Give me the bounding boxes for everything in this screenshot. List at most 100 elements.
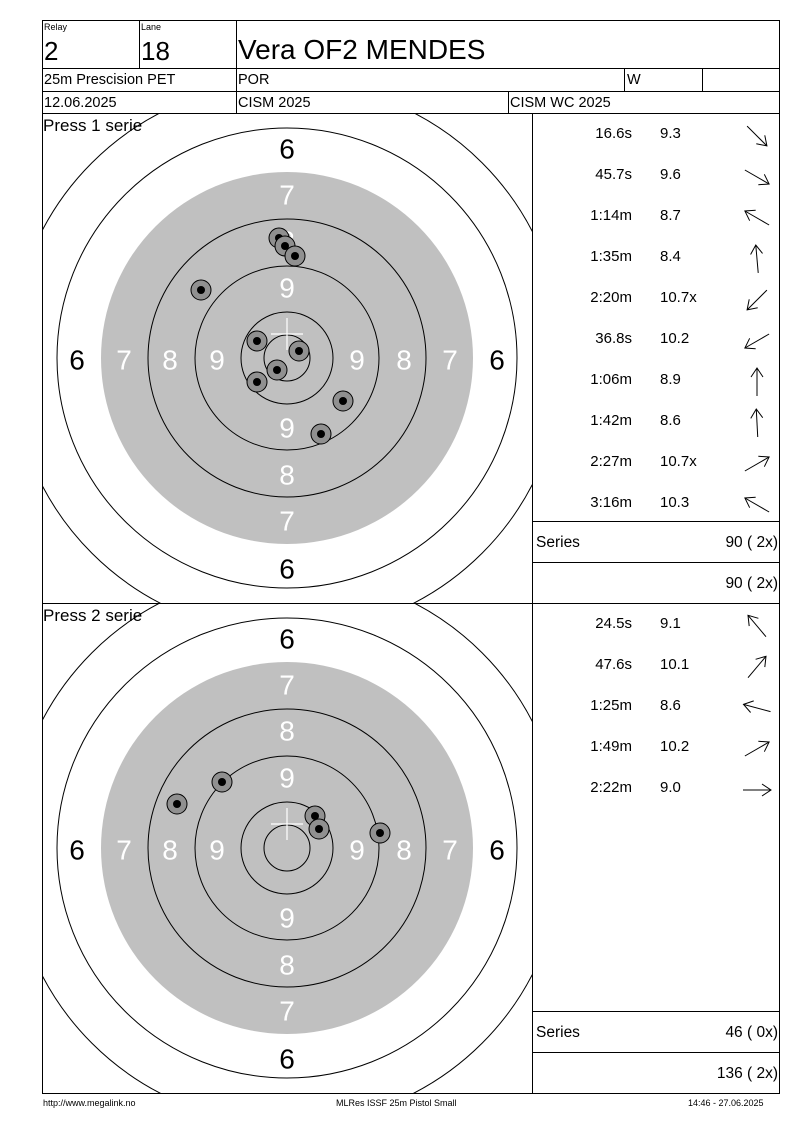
shot-score: 8.6 [660,412,681,429]
arrow-down-left-icon [744,333,770,350]
footer-url[interactable]: http://www.megalink.no [43,1098,136,1108]
ring-label-7-right: 7 [442,835,458,866]
shot-mark-1[interactable] [166,793,188,815]
ring-label-8-left: 8 [162,835,178,866]
ring-label-7-top: 7 [279,670,295,701]
championship: CISM WC 2025 [510,95,611,111]
shot-time: 24.5s [595,615,632,632]
series-2-total: 46 ( 0x) [725,1024,778,1041]
series-1-title: Press 1 serie [43,116,143,135]
shot-mark-6[interactable] [288,340,310,362]
ring-label-right: 6 [489,345,505,376]
shot-mark-3[interactable] [284,245,306,267]
arrow-up-left-icon [744,209,770,226]
ring-label-9-bottom: 9 [279,413,295,444]
shot-mark-10[interactable] [310,423,332,445]
arrow-up-left-icon [744,496,770,513]
shot-score: 10.7x [660,453,697,470]
arrow-up-left-icon [747,614,767,638]
ring-label-9-right: 9 [349,835,365,866]
center-cross-icon [271,808,303,840]
shot-time: 2:22m [590,779,632,796]
gender: W [627,72,641,88]
shot-row: 1:35m 8.4 [534,244,780,289]
arrow-up-right-icon [744,455,770,472]
arrow-up-right-icon [744,740,770,757]
shot-score: 8.6 [660,697,681,714]
ring-label-bottom: 6 [279,1044,295,1075]
ring-label-7-left: 7 [116,345,132,376]
shot-score: 9.0 [660,779,681,796]
shot-score: 9.6 [660,166,681,183]
shot-score: 10.2 [660,330,690,347]
shot-time: 16.6s [595,125,632,142]
ring-label-7-bottom: 7 [279,996,295,1027]
arrow-up-icon [750,408,764,438]
ring-label-7-top: 7 [279,180,295,211]
shot-mark-5[interactable] [246,330,268,352]
ring-inner-3 [240,311,334,405]
shot-mark-4[interactable] [308,818,330,840]
ring-label-9-top: 9 [279,763,295,794]
shot-mark-5[interactable] [369,822,391,844]
shot-mark-2[interactable] [211,771,233,793]
shot-score: 8.4 [660,248,681,265]
ring-inner-1 [147,218,427,498]
relay-label: Relay [44,22,68,32]
series-1-label: Series [536,534,580,551]
shot-mark-7[interactable] [266,359,288,381]
shot-time: 1:35m [590,248,632,265]
shot-time: 1:49m [590,738,632,755]
shot-row: 1:25m 8.6 [534,697,780,738]
ring-outer-2 [56,127,518,589]
arrow-up-right-icon [747,655,767,679]
ring-label-left: 6 [69,345,85,376]
shot-row: 45.7s 9.6 [534,166,780,207]
shot-time: 2:27m [590,453,632,470]
ring-inner-2 [194,755,380,941]
footer-software: MLRes ISSF 25m Pistol Small [336,1098,457,1108]
arrow-left-icon [742,700,771,713]
shot-score: 10.1 [660,656,690,673]
arrow-down-left-icon [746,289,768,311]
athlete-name: Vera OF2 MENDES [238,34,486,65]
series-1-running-total: 90 ( 2x) [725,575,778,592]
ring-inner-3 [240,801,334,895]
ring-label-8-top: 8 [279,716,295,747]
ring-label-9-bottom: 9 [279,903,295,934]
ring-label-bottom: 6 [279,554,295,585]
shot-mark-9[interactable] [332,390,354,412]
shot-time: 47.6s [595,656,632,673]
shot-time: 1:25m [590,697,632,714]
center-cross-icon [271,318,303,350]
shot-row: 1:06m 8.9 [534,367,780,412]
ring-label-9-left: 9 [209,835,225,866]
shot-row: 2:22m 9.0 [534,779,780,820]
arrow-down-right-icon [744,169,770,186]
ring-label-8-right: 8 [396,835,412,866]
shot-row: 24.5s 9.1 [534,614,780,656]
ring-label-7-right: 7 [442,345,458,376]
shot-score: 9.1 [660,615,681,632]
shot-mark-8[interactable] [246,371,268,393]
shot-time: 36.8s [595,330,632,347]
ring-label-8-bottom: 8 [279,460,295,491]
shot-time: 1:14m [590,207,632,224]
shot-score: 10.2 [660,738,690,755]
ring-label-top: 6 [279,134,295,165]
ring-label-9-left: 9 [209,345,225,376]
shot-mark-4[interactable] [190,279,212,301]
arrow-right-icon [743,783,772,797]
aiming-mark [101,172,473,544]
ring-label-7-left: 7 [116,835,132,866]
arrow-up-icon [750,367,764,396]
ring-inner-2 [194,265,380,451]
ring-label-7-bottom: 7 [279,506,295,537]
shot-row: 16.6s 9.3 [534,125,780,166]
ring-label-8-right: 8 [396,345,412,376]
competition: CISM 2025 [238,95,311,111]
shot-time: 45.7s [595,166,632,183]
shot-row: 36.8s 10.2 [534,330,780,371]
